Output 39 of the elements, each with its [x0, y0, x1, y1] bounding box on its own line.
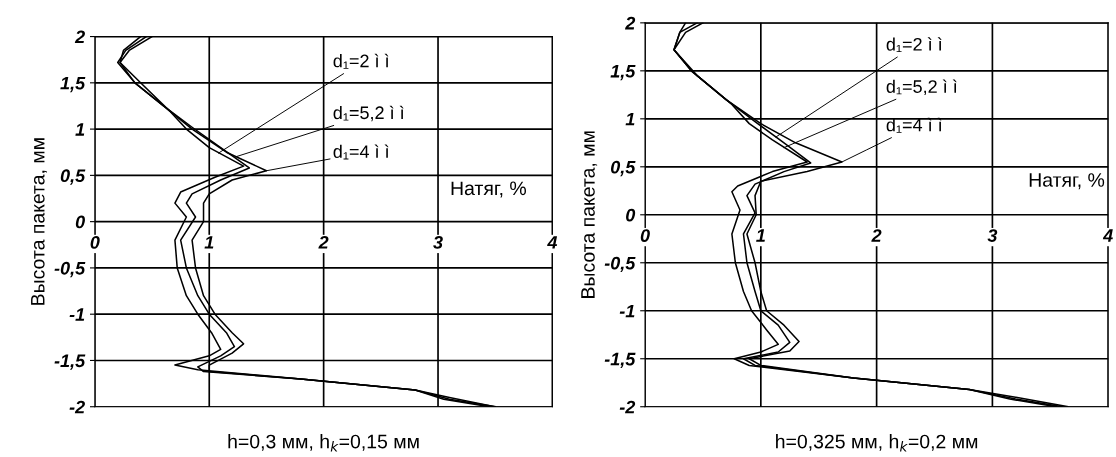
- y-tick-label: 1,5: [610, 64, 636, 81]
- x-tick-label: 2: [871, 229, 882, 242]
- text: h=0,3 мм, h$_{k}$=0,15 мм: [228, 434, 419, 452]
- y-axis-title: Высота пакета, мм: [581, 131, 598, 298]
- y-tick-label: -0,5: [604, 256, 636, 273]
- y-tick-label: 0: [626, 208, 636, 222]
- x-tick-label: 4: [1102, 229, 1113, 242]
- y-tick-label: 1: [75, 123, 85, 136]
- y-tick-label: -1: [619, 304, 635, 318]
- x-tick-label: 0: [90, 236, 100, 249]
- y-tick-label: -1,5: [604, 352, 636, 369]
- x-tick-label: 2: [318, 236, 329, 249]
- y-tick-label: 0: [75, 215, 85, 229]
- y-tick-label: -2: [69, 400, 85, 414]
- annotation: d₁=5,2 ì ì: [333, 105, 404, 122]
- x-tick-label: 1: [756, 229, 765, 242]
- y-tick-label: 0,5: [60, 169, 86, 185]
- x-tick-label: 0: [640, 229, 650, 242]
- y-tick-label: -2: [619, 400, 636, 414]
- y-tick-label: 2: [625, 16, 636, 30]
- y-tick-label: -0,5: [54, 261, 86, 278]
- annotation: d₁=2 ì ì: [886, 37, 942, 53]
- x-axis-title: Натяг, %: [451, 181, 526, 198]
- y-tick-label: -1: [69, 308, 85, 321]
- y-tick-label: 2: [74, 30, 85, 44]
- x-tick-label: 3: [433, 236, 443, 249]
- y-tick-label: 1: [625, 112, 635, 126]
- x-tick-label: 1: [204, 236, 214, 249]
- annotation: d₁=5,2 ì ì: [886, 79, 957, 96]
- y-axis-title: Высота пакета, мм: [31, 138, 47, 305]
- y-tick-label: 1,5: [60, 76, 86, 93]
- x-tick-label: 3: [987, 229, 998, 242]
- y-tick-label: 0,5: [610, 160, 636, 177]
- x-tick-label: 4: [547, 236, 558, 249]
- annotation: d₁=4 ì ì: [333, 144, 389, 160]
- annotation: d₁=2 ì ì: [333, 53, 389, 69]
- y-tick-label: -1,5: [54, 354, 86, 370]
- x-axis-title: Натяг, %: [1029, 173, 1105, 190]
- text: h=0,325 мм, h$_{k}$=0,2 мм: [776, 434, 978, 452]
